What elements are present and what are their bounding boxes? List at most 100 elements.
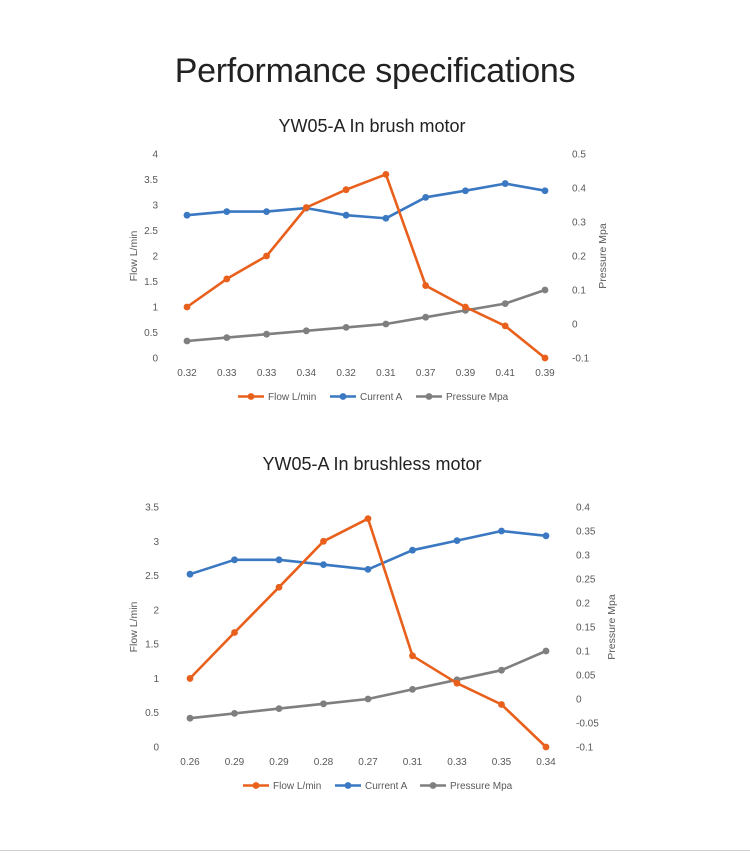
- right-axis-tick-label: 0.2: [576, 599, 590, 610]
- right-axis-tick-label: 0.3: [576, 551, 590, 562]
- left-axis-tick-label: 0: [152, 354, 158, 365]
- left-axis-title: Flow L/min: [128, 230, 140, 281]
- right-axis-tick-label: -0.05: [576, 719, 599, 730]
- left-axis-tick-label: 2.5: [145, 571, 159, 582]
- x-axis-category-label: 0.31: [403, 757, 423, 768]
- brush-motor-chart: YW05-A In brush motor 0 0.5 1 1.5 2 2.5 3 3.5 4 -0…: [128, 116, 609, 403]
- data-point-flow: [231, 629, 238, 636]
- data-point-pressure: [542, 647, 550, 655]
- right-axis-tick-label: 0.05: [576, 671, 596, 682]
- data-point-current: [501, 180, 509, 187]
- right-axis-tick-label: 0: [576, 695, 582, 706]
- right-axis-tick-label: 0.5: [572, 150, 586, 161]
- right-axis-title: Pressure Mpa: [606, 594, 618, 660]
- left-axis-tick-label: 0.5: [144, 328, 158, 339]
- x-axis-category-label: 0.33: [217, 368, 237, 379]
- data-point-pressure: [186, 714, 194, 722]
- x-axis-category-label: 0.31: [376, 368, 396, 379]
- data-point-pressure: [275, 705, 283, 712]
- left-axis-tick-label: 3.5: [145, 503, 159, 514]
- x-axis-category-label: 0.39: [456, 368, 476, 379]
- legend-marker-pressure: [429, 782, 437, 789]
- data-point-flow: [422, 282, 430, 289]
- data-point-flow: [183, 303, 191, 311]
- data-point-flow: [453, 679, 461, 687]
- left-axis-tick-label: 1: [152, 303, 158, 314]
- right-axis-tick-label: 0.25: [576, 575, 596, 586]
- data-point-flow: [409, 652, 416, 660]
- x-axis-category-label: 0.37: [416, 368, 436, 379]
- data-point-pressure: [231, 710, 238, 717]
- x-axis-category-label: 0.39: [535, 368, 555, 379]
- chart-title: YW05-A In brush motor: [278, 116, 465, 136]
- x-axis-category-label: 0.29: [269, 757, 289, 768]
- x-axis-category-label: 0.29: [225, 757, 245, 768]
- chart-title: YW05-A In brushless motor: [262, 454, 481, 474]
- right-axis-tick-label: -0.1: [576, 743, 594, 754]
- data-point-flow: [541, 354, 549, 362]
- right-axis-tick-label: 0.1: [572, 286, 586, 297]
- series-line-flow: [185, 173, 547, 360]
- right-axis-title: Pressure Mpa: [597, 223, 609, 289]
- series-line-pressure: [188, 649, 548, 720]
- legend-marker-current: [344, 782, 352, 789]
- data-point-flow: [382, 171, 390, 178]
- left-axis-tick-label: 1: [153, 674, 159, 685]
- data-point-flow: [302, 204, 310, 211]
- legend-marker-current: [339, 393, 347, 400]
- left-axis-tick-label: 0.5: [145, 708, 159, 719]
- legend-label-pressure: Pressure Mpa: [450, 781, 513, 792]
- x-axis-category-label: 0.35: [492, 757, 512, 768]
- data-point-flow: [501, 322, 509, 330]
- legend-marker-flow: [252, 782, 260, 789]
- data-point-pressure: [422, 313, 430, 321]
- right-axis-tick-label: 0.1: [576, 647, 590, 658]
- data-point-pressure: [498, 666, 505, 674]
- right-axis-tick-label: -0.1: [572, 354, 590, 365]
- data-point-pressure: [302, 327, 310, 335]
- data-point-pressure: [183, 337, 191, 345]
- x-axis-category-label: 0.34: [536, 757, 556, 768]
- data-point-flow: [263, 252, 270, 260]
- data-point-current: [183, 211, 191, 219]
- data-point-pressure: [541, 286, 549, 294]
- data-point-current: [498, 527, 505, 535]
- series-line-pressure: [185, 288, 547, 343]
- data-point-flow: [462, 303, 469, 311]
- legend-label-current: Current A: [365, 781, 408, 792]
- bottom-divider: [0, 850, 750, 851]
- left-axis-tick-label: 0: [153, 743, 159, 754]
- data-point-current: [231, 556, 238, 564]
- right-axis-tick-label: 0.4: [576, 503, 590, 514]
- right-axis-tick-label: 0: [572, 320, 578, 331]
- data-point-pressure: [263, 330, 270, 338]
- legend-label-flow: Flow L/min: [268, 392, 316, 403]
- x-axis-category-label: 0.41: [495, 368, 515, 379]
- data-point-flow: [542, 743, 550, 751]
- data-point-current: [342, 211, 350, 219]
- data-point-current: [263, 208, 270, 216]
- data-point-flow: [320, 537, 327, 545]
- data-point-pressure: [320, 700, 327, 708]
- left-axis-tick-label: 2.5: [144, 226, 158, 237]
- data-point-current: [364, 566, 372, 573]
- left-axis-tick-label: 4: [152, 150, 158, 161]
- left-axis-tick-label: 3: [152, 201, 158, 212]
- data-point-pressure: [501, 300, 509, 307]
- legend-marker-pressure: [425, 393, 433, 400]
- series-line-current: [185, 182, 547, 220]
- data-point-current: [320, 561, 327, 568]
- x-axis-category-label: 0.27: [358, 757, 378, 768]
- x-axis-category-label: 0.32: [177, 368, 197, 379]
- x-axis-category-label: 0.26: [180, 757, 200, 768]
- legend-label-pressure: Pressure Mpa: [446, 392, 509, 403]
- data-point-current: [223, 208, 231, 216]
- data-point-current: [186, 570, 194, 578]
- data-point-flow: [186, 675, 194, 682]
- data-point-current: [542, 532, 550, 540]
- data-point-flow: [342, 186, 350, 194]
- left-axis-tick-label: 3: [153, 537, 159, 548]
- x-axis-category-label: 0.28: [314, 757, 334, 768]
- right-axis-tick-label: 0.15: [576, 623, 596, 634]
- data-point-current: [541, 187, 549, 195]
